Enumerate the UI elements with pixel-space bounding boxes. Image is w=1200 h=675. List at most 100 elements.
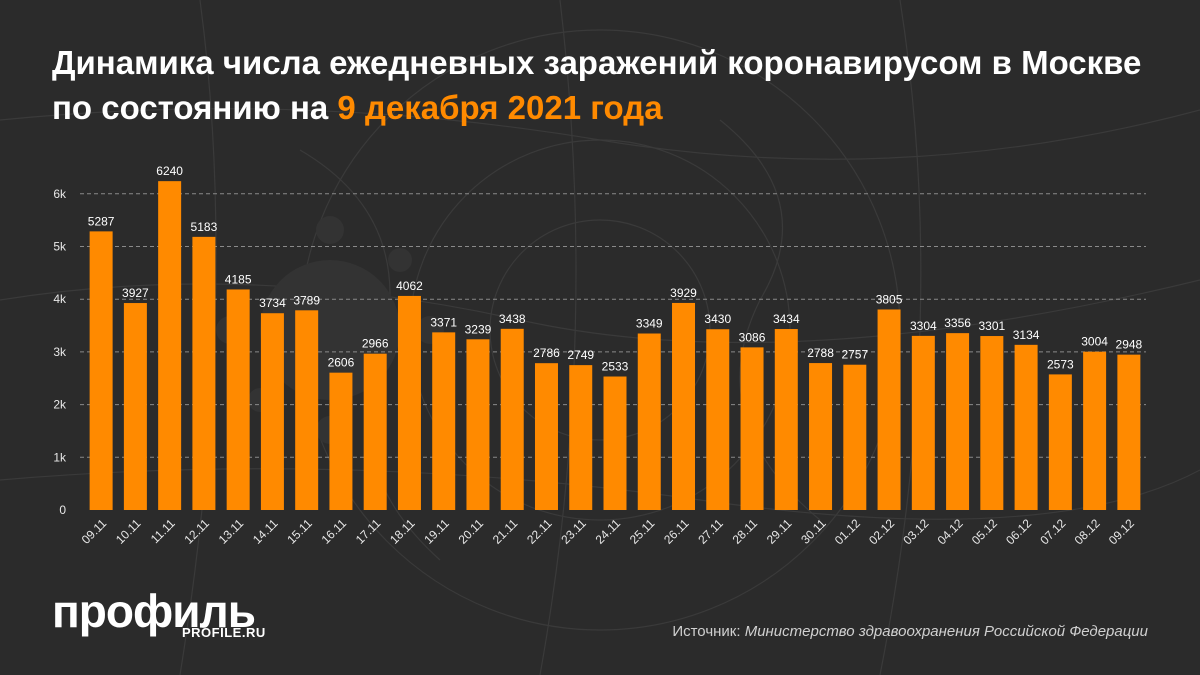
x-tick-label: 28.11 — [730, 516, 761, 547]
bar-value-label: 2749 — [567, 348, 594, 362]
x-tick-label: 11.11 — [148, 516, 178, 546]
bar-value-label: 3430 — [704, 312, 731, 326]
x-tick-label: 20.11 — [456, 516, 487, 547]
x-tick-label: 15.11 — [284, 516, 315, 547]
bar — [295, 310, 319, 510]
y-tick-label: 4k — [53, 292, 67, 306]
bar — [809, 363, 833, 510]
bar-value-label: 3301 — [978, 319, 1005, 333]
x-tick-label: 27.11 — [695, 516, 726, 547]
title-main: Динамика числа ежедневных заражений коро… — [52, 44, 1142, 126]
profile-logo: профиль — [52, 585, 256, 637]
bar-value-label: 3434 — [773, 312, 800, 326]
bar — [569, 365, 593, 510]
bar — [500, 328, 524, 510]
bar — [466, 339, 490, 510]
y-tick-label: 2k — [53, 398, 67, 412]
x-tick-label: 14.11 — [250, 516, 281, 547]
bar-value-label: 3734 — [259, 296, 286, 310]
bar-value-label: 2966 — [362, 337, 389, 351]
bar — [843, 364, 867, 510]
y-tick-label: 6k — [53, 187, 67, 201]
bar-value-label: 3438 — [499, 312, 526, 326]
source-note: Источник: Министерство здравоохранения Р… — [672, 623, 1148, 640]
bar-value-label: 3349 — [636, 317, 663, 331]
bar-value-label: 6240 — [156, 164, 183, 178]
bar-value-label: 3927 — [122, 286, 149, 300]
title-date-highlight: 9 декабря 2021 года — [337, 89, 663, 126]
bar — [432, 332, 456, 510]
bar — [260, 313, 284, 510]
bar — [1048, 374, 1072, 510]
bar-value-label: 4185 — [225, 272, 252, 286]
x-tick-label: 09.11 — [79, 516, 110, 547]
source-label: Источник: — [672, 623, 741, 640]
bar-value-label: 3004 — [1081, 335, 1108, 349]
bar — [363, 353, 387, 510]
bar — [946, 333, 970, 510]
bar-value-label: 5183 — [191, 220, 218, 234]
bar-value-label: 3805 — [876, 292, 903, 306]
bar-value-label: 3356 — [944, 316, 971, 330]
x-tick-label: 13.11 — [216, 516, 247, 547]
bar — [192, 236, 216, 510]
x-tick-label: 21.11 — [490, 516, 521, 547]
bar-value-label: 3086 — [739, 330, 766, 344]
x-tick-label: 19.11 — [421, 516, 452, 547]
x-tick-label: 05.12 — [969, 516, 1000, 547]
x-tick-label: 18.11 — [387, 516, 418, 547]
bar-value-label: 3371 — [430, 315, 457, 329]
bar-value-label: 2606 — [328, 356, 355, 370]
y-tick-label: 5k — [53, 240, 67, 254]
x-tick-label: 06.12 — [1003, 516, 1034, 547]
y-tick-label: 0 — [59, 503, 66, 517]
bar-value-label: 4062 — [396, 279, 423, 293]
bar-value-label: 2573 — [1047, 357, 1074, 371]
x-tick-label: 24.11 — [593, 516, 624, 547]
x-tick-label: 17.11 — [353, 516, 384, 547]
x-tick-label: 09.12 — [1106, 516, 1137, 547]
x-tick-label: 23.11 — [558, 516, 589, 547]
bar-value-label: 3239 — [465, 322, 492, 336]
bar — [226, 289, 250, 510]
bar-value-label: 2788 — [807, 346, 834, 360]
bar-value-label: 2533 — [602, 360, 629, 374]
bar — [637, 333, 661, 510]
x-tick-label: 07.12 — [1037, 516, 1068, 547]
bar — [329, 372, 353, 510]
source-value: Министерство здравоохранения Российской … — [744, 623, 1148, 640]
bar — [911, 335, 935, 510]
x-tick-label: 08.12 — [1072, 516, 1103, 547]
y-tick-label: 3k — [53, 345, 67, 359]
bar — [980, 336, 1004, 510]
x-tick-label: 12.11 — [182, 516, 213, 547]
x-tick-label: 02.12 — [866, 516, 897, 547]
bar — [740, 347, 764, 510]
bar-value-label: 2948 — [1116, 338, 1143, 352]
bar — [603, 376, 627, 510]
x-tick-label: 03.12 — [900, 516, 931, 547]
bar-value-label: 2786 — [533, 346, 560, 360]
bar — [1083, 351, 1107, 510]
bar — [397, 295, 421, 510]
bar-value-label: 5287 — [88, 214, 115, 228]
bar — [534, 363, 558, 510]
y-tick-label: 1k — [53, 450, 67, 464]
bar — [672, 302, 696, 510]
bar — [158, 181, 182, 511]
bar — [706, 329, 730, 510]
x-tick-label: 26.11 — [661, 516, 692, 547]
bar-value-label: 3929 — [670, 286, 697, 300]
bar-value-label: 3789 — [293, 293, 320, 307]
bar — [1117, 354, 1141, 510]
x-tick-label: 29.11 — [764, 516, 795, 547]
x-tick-label: 01.12 — [832, 516, 863, 547]
bar — [1014, 344, 1038, 510]
bar-value-label: 2757 — [841, 348, 868, 362]
x-tick-label: 25.11 — [627, 516, 658, 547]
bar — [123, 303, 147, 510]
bar — [774, 329, 798, 510]
x-tick-label: 22.11 — [524, 516, 555, 547]
x-tick-label: 10.11 — [113, 516, 144, 547]
